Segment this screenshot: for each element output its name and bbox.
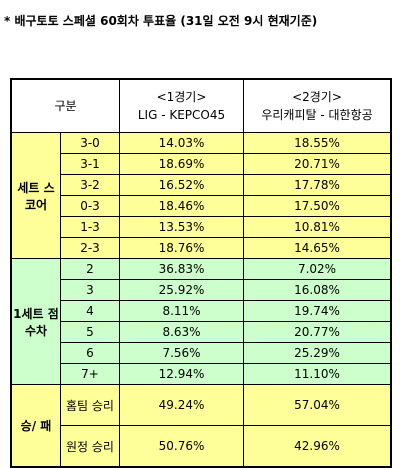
title: * 배구토토 스페셜 60회차 투표율 (31일 오전 9시 현재기준) <box>4 14 318 28</box>
row-label: 원정 승리 <box>60 425 120 468</box>
row-label: 3-2 <box>60 174 120 196</box>
header-line: <2경기> <box>292 90 342 104</box>
row: 7+ 12.94% 11.10% <box>11 363 392 385</box>
row: 세트 스코어 3-0 14.03% 18.55% <box>10 132 392 259</box>
row-label: 0-3 <box>60 195 120 217</box>
row-label: 3-0 <box>60 132 120 154</box>
row-label: 2-3 <box>60 237 120 259</box>
row: 원정 승리 50.76% 42.96% <box>11 425 392 468</box>
cell: 18.76% <box>119 237 244 259</box>
row-label: 홈팀 승리 <box>60 384 120 426</box>
cell: 16.52% <box>119 174 244 196</box>
vote-table: 구분 <1경기> LIG - KEPCO45 <2경기> 우리캐피탈 - 대한항공 … <box>10 78 392 468</box>
cell: 14.03% <box>119 132 244 154</box>
cell: 36.83% <box>119 258 244 280</box>
row: 0-3 18.46% 17.50% <box>11 195 392 217</box>
cell: 7.56% <box>119 342 244 364</box>
cell: 17.50% <box>243 195 392 217</box>
row-label: 3 <box>60 279 120 301</box>
cell: 18.55% <box>243 132 392 154</box>
header-line: <1경기> <box>156 90 207 104</box>
row: 3 25.92% 16.08% <box>11 279 392 301</box>
row: 6 7.56% 25.29% <box>11 342 392 364</box>
row-label: 3-1 <box>60 153 120 175</box>
cell: 20.77% <box>243 321 392 343</box>
row-label: 5 <box>60 321 120 343</box>
cell: 10.81% <box>243 216 392 238</box>
row: 4 8.11% 19.74% <box>11 300 392 322</box>
cell: 16.08% <box>243 279 392 301</box>
row: 3-2 16.52% 17.78% <box>11 174 392 196</box>
cell: 8.63% <box>119 321 244 343</box>
cell: 19.74% <box>243 300 392 322</box>
row: 3-1 18.69% 20.71% <box>11 153 392 175</box>
row: 1세트 점수차 2 36.83% 7.02% <box>10 258 392 385</box>
row: 승/ 패 홈팀 승리 49.24% 57.04% <box>10 384 392 468</box>
group-label: 승/ 패 <box>10 384 61 468</box>
cell: 8.11% <box>119 300 244 322</box>
cell: 25.29% <box>243 342 392 364</box>
row-label: 2 <box>60 258 120 280</box>
cell: 18.46% <box>119 195 244 217</box>
header-line: 우리캐피탈 - 대한항공 <box>261 108 373 122</box>
cell: 20.71% <box>243 153 392 175</box>
header-label: 구분 <box>10 78 120 133</box>
header-row: 구분 <1경기> LIG - KEPCO45 <2경기> 우리캐피탈 - 대한항공 <box>10 78 392 133</box>
cell: 42.96% <box>243 425 392 468</box>
cell: 49.24% <box>119 384 244 426</box>
group-label: 세트 스코어 <box>10 132 61 259</box>
cell: 11.10% <box>243 363 392 385</box>
row: 1-3 13.53% 10.81% <box>11 216 392 238</box>
row-label: 4 <box>60 300 120 322</box>
cell: 18.69% <box>119 153 244 175</box>
cell: 57.04% <box>243 384 392 426</box>
row: 2-3 18.76% 14.65% <box>11 237 392 259</box>
row-label: 7+ <box>60 363 120 385</box>
cell: 14.65% <box>243 237 392 259</box>
row-label: 1-3 <box>60 216 120 238</box>
cell: 7.02% <box>243 258 392 280</box>
header-game2: <2경기> 우리캐피탈 - 대한항공 <box>243 78 392 133</box>
cell: 17.78% <box>243 174 392 196</box>
cell: 25.92% <box>119 279 244 301</box>
header-game1: <1경기> LIG - KEPCO45 <box>119 78 244 133</box>
table-body: 구분 <1경기> LIG - KEPCO45 <2경기> 우리캐피탈 - 대한항공 … <box>10 78 392 468</box>
cell: 50.76% <box>119 425 244 468</box>
group-label: 1세트 점수차 <box>10 258 61 385</box>
row-label: 6 <box>60 342 120 364</box>
row: 5 8.63% 20.77% <box>11 321 392 343</box>
header-line: LIG - KEPCO45 <box>137 108 226 122</box>
cell: 13.53% <box>119 216 244 238</box>
cell: 12.94% <box>119 363 244 385</box>
